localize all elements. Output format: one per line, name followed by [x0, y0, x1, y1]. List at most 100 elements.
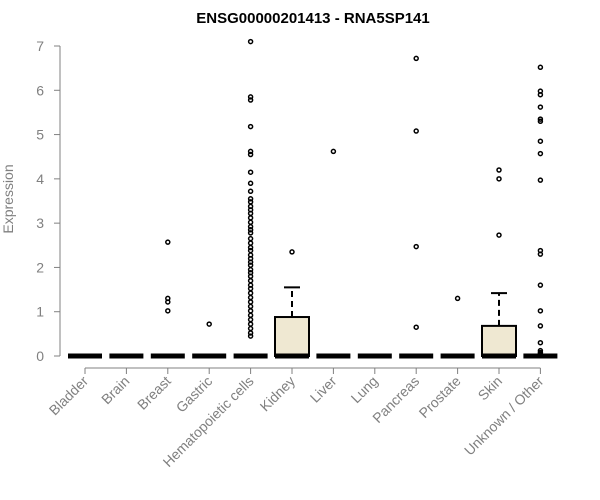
plot-area: [68, 38, 558, 359]
outlier-point: [247, 219, 254, 226]
y-axis-label: Expression: [0, 164, 16, 233]
outlier-point: [247, 330, 254, 336]
y-tick-label: 0: [36, 348, 44, 364]
outlier-point: [247, 230, 254, 236]
box-gastric: [192, 321, 227, 359]
outlier-point: [247, 38, 254, 45]
x-tick-label: Liver: [307, 373, 340, 406]
box-skin: [481, 167, 517, 359]
outlier-point: [247, 266, 254, 273]
y-tick-label: 1: [36, 304, 44, 320]
y-tick-label: 2: [36, 259, 44, 275]
outlier-point: [537, 138, 544, 144]
outlier-point: [247, 210, 254, 217]
y-axis: 0 1 2 3 4 5 6 7: [36, 38, 61, 364]
outlier-point: [247, 277, 254, 284]
box-hematopoietic-cells: [233, 38, 268, 359]
outlier-point: [413, 128, 419, 134]
x-tick-label: Prostate: [416, 373, 464, 421]
y-tick-label: 6: [36, 82, 44, 98]
outlier-point: [247, 299, 254, 305]
box-pancreas: [399, 55, 434, 359]
y-tick-label: 4: [36, 171, 44, 187]
box-liver: [316, 148, 351, 359]
outlier-point: [413, 324, 419, 330]
box-unknown-other: [523, 64, 558, 359]
outlier-point: [247, 180, 254, 187]
outlier-point: [247, 123, 254, 130]
outlier-point: [330, 148, 337, 155]
outlier-point: [247, 316, 254, 323]
outlier-point: [165, 299, 171, 305]
outlier-point: [206, 321, 212, 327]
outlier-point: [165, 239, 171, 245]
outlier-point: [247, 223, 254, 230]
x-tick-label: Unknown / Other: [461, 373, 547, 459]
outlier-point: [247, 303, 254, 310]
outlier-point: [247, 285, 254, 292]
outlier-point: [247, 244, 254, 251]
x-tick-label: Skin: [475, 373, 506, 404]
outlier-point: [247, 273, 254, 280]
outlier-point: [247, 199, 254, 205]
box-kidney: [274, 249, 310, 359]
outlier-point: [537, 177, 544, 183]
outlier-point: [537, 251, 544, 257]
box-body: [481, 324, 517, 357]
outlier-point: [537, 308, 544, 314]
outlier-point: [247, 235, 254, 242]
outlier-point: [247, 188, 254, 195]
outlier-point: [247, 290, 254, 296]
outlier-point: [413, 55, 419, 62]
outlier-point: [247, 227, 254, 233]
outlier-point: [247, 312, 254, 319]
x-tick-label: Kidney: [257, 373, 299, 415]
outlier-point: [247, 169, 254, 175]
outlier-point: [247, 325, 254, 332]
y-tick-label: 3: [36, 215, 44, 231]
outlier-point: [537, 150, 544, 157]
outlier-point: [247, 294, 254, 301]
box-breast: [150, 239, 185, 359]
outlier-point: [454, 295, 461, 302]
outlier-point: [247, 94, 254, 100]
outlier-point: [496, 167, 502, 173]
outlier-point: [247, 247, 254, 254]
outlier-point: [537, 282, 544, 288]
chart-title: ENSG00000201413 - RNA5SP141: [196, 10, 429, 27]
outlier-point: [247, 215, 254, 221]
outlier-point: [413, 243, 419, 250]
outlier-point: [247, 259, 254, 265]
outlier-point: [537, 64, 544, 71]
outlier-point: [537, 104, 544, 110]
outlier-point: [247, 151, 254, 158]
outlier-point: [537, 323, 544, 329]
outlier-point: [247, 308, 254, 314]
outlier-point: [165, 308, 171, 314]
outlier-point: [537, 91, 544, 98]
x-tick-label: Bladder: [46, 373, 92, 419]
box-prostate: [440, 295, 475, 359]
outlier-point: [247, 262, 254, 268]
outlier-point: [247, 333, 254, 339]
x-tick-label: Breast: [134, 373, 174, 413]
box-body: [274, 316, 310, 357]
outlier-point: [537, 351, 544, 358]
outlier-point: [247, 240, 254, 246]
outlier-point: [247, 196, 254, 202]
outlier-point: [247, 97, 254, 103]
outlier-point: [537, 118, 544, 125]
y-tick-label: 7: [36, 38, 44, 54]
outlier-point: [247, 321, 254, 327]
outlier-point: [537, 116, 544, 122]
outlier-point: [247, 148, 254, 155]
outlier-point: [496, 176, 502, 182]
outlier-point: [537, 339, 544, 346]
outlier-point: [289, 249, 295, 255]
outlier-point: [496, 232, 502, 238]
y-tick-label: 5: [36, 127, 44, 143]
x-tick-label: Lung: [348, 373, 381, 406]
x-tick-label: Brain: [98, 373, 132, 407]
